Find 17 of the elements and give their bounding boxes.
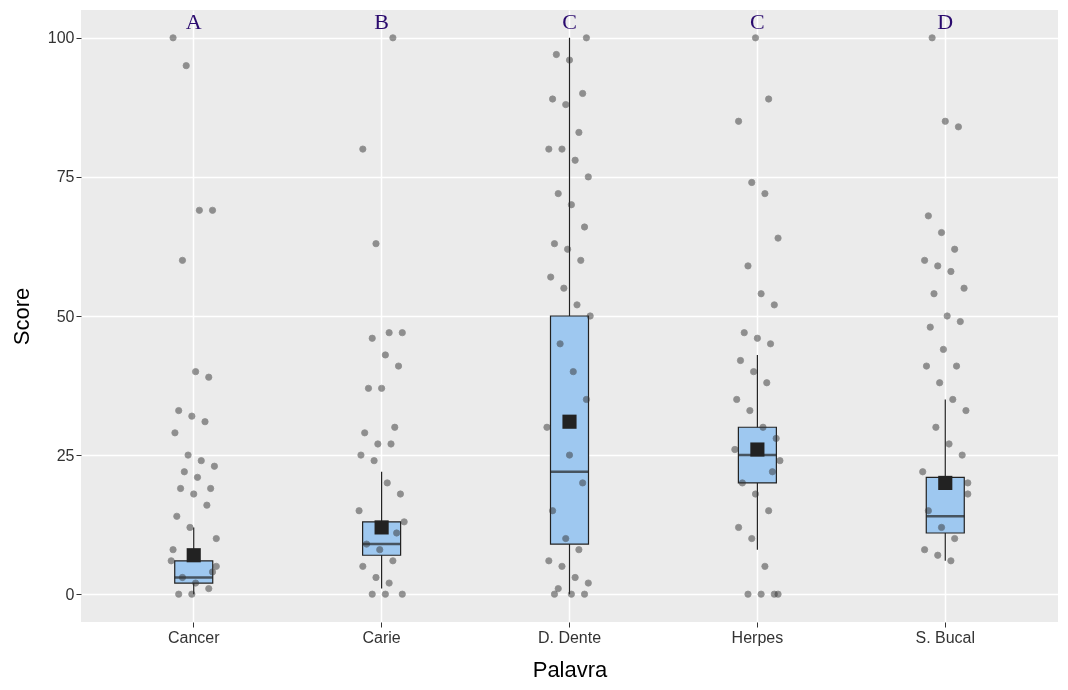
- y-tick-label: 100: [47, 29, 75, 47]
- annotation: A: [185, 9, 202, 34]
- x-tick-label: D. Dente: [537, 628, 602, 646]
- x-tick-label: Cancer: [167, 628, 221, 646]
- y-tick-label: 50: [56, 307, 75, 325]
- annotation: C: [562, 9, 577, 34]
- x-tick-label: Carie: [362, 628, 401, 646]
- x-tick-label: S. Bucal: [915, 628, 976, 646]
- y-tick-label: 75: [56, 168, 75, 186]
- y-axis-title: Score: [8, 287, 34, 346]
- y-tick-label: 0: [65, 585, 75, 603]
- x-axis-title: Palavra: [532, 656, 609, 682]
- annotation: D: [937, 9, 954, 34]
- annotation: B: [374, 9, 389, 34]
- x-tick-label: Herpes: [731, 628, 784, 646]
- y-tick-label: 25: [56, 446, 75, 464]
- annotation: C: [750, 9, 765, 34]
